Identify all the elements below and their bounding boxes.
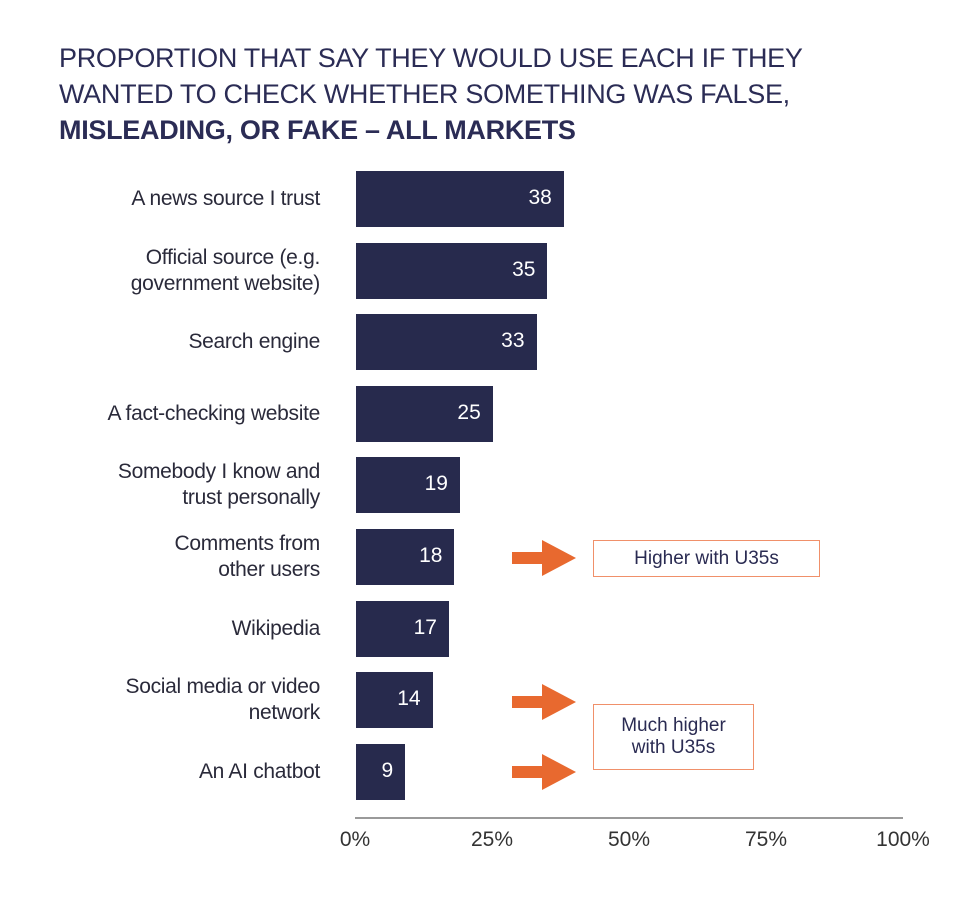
category-label: Comments from other users: [40, 531, 321, 583]
bar: [356, 672, 433, 729]
chart-title: PROPORTION THAT SAY THEY WOULD USE EACH …: [59, 40, 803, 148]
bar: [356, 314, 537, 371]
data-label: 19: [424, 472, 448, 496]
data-label: 17: [413, 615, 437, 639]
category-label: Social media or video network: [40, 674, 321, 726]
x-tick-label: 50%: [607, 828, 651, 851]
annotation-text-line: Higher with U35s: [634, 547, 779, 569]
annotation-text-line: Much higher: [621, 715, 726, 736]
title-line-1: PROPORTION THAT SAY THEY WOULD USE EACH …: [59, 43, 803, 73]
x-tick-label: 0%: [339, 828, 371, 851]
arrow-right-icon: [512, 754, 576, 795]
category-label-line: Somebody I know and: [117, 460, 320, 484]
x-tick-label: 25%: [470, 828, 514, 851]
category-label: A fact-checking website: [40, 401, 320, 427]
data-label: 33: [501, 329, 525, 353]
category-label: An AI chatbot: [40, 759, 320, 785]
category-label-line: Wikipedia: [231, 616, 321, 640]
category-label: Official source (e.g. government website): [40, 245, 321, 297]
arrow-right-icon: [512, 540, 576, 581]
data-label: 18: [419, 544, 443, 567]
arrow-right-icon: [512, 684, 576, 725]
bar: [356, 242, 548, 299]
bar: [356, 171, 564, 227]
category-label-line: government website): [130, 271, 321, 295]
annotation-text: Higher with U35s: [634, 548, 779, 570]
annotation-text-line: with U35s: [631, 737, 716, 758]
data-label: 25: [457, 400, 481, 424]
category-label: Wikipedia: [40, 616, 321, 642]
bar: [356, 600, 449, 657]
data-label: 14: [397, 687, 421, 711]
data-label: 9: [381, 758, 394, 782]
category-label-line: Social media or video: [125, 675, 321, 699]
bar: [356, 457, 460, 514]
category-label-line: Official source (e.g.: [145, 245, 321, 269]
category-label-line: Search engine: [188, 330, 320, 354]
bar: [356, 743, 406, 800]
data-label: 35: [512, 257, 536, 281]
category-label-line: trust personally: [182, 486, 320, 510]
annotation-box: Higher with U35s: [593, 540, 820, 577]
category-label: Search engine: [40, 329, 320, 355]
x-tick-label: 75%: [744, 828, 788, 851]
category-label: Somebody I know and trust personally: [40, 459, 320, 511]
category-label-line: Comments from: [174, 532, 321, 555]
category-label-line: A fact-checking website: [107, 401, 320, 425]
x-tick-label: 100%: [876, 828, 930, 851]
annotation-box: Much higher with U35s: [593, 704, 754, 770]
category-label-line: An AI chatbot: [198, 759, 320, 783]
title-line-2: WANTED TO CHECK WHETHER SOMETHING WAS FA…: [59, 79, 790, 109]
category-label-line: A news source I trust: [131, 187, 320, 210]
annotation-text: Much higher with U35s: [621, 715, 726, 759]
bar: [356, 529, 455, 585]
data-label: 38: [528, 186, 552, 209]
category-label-line: other users: [218, 558, 320, 581]
x-axis-line: [355, 817, 903, 819]
category-label: A news source I trust: [40, 186, 320, 212]
category-label-line: network: [248, 701, 321, 725]
title-line-3: MISLEADING, OR FAKE – ALL MARKETS: [59, 115, 576, 145]
bar: [356, 385, 493, 442]
